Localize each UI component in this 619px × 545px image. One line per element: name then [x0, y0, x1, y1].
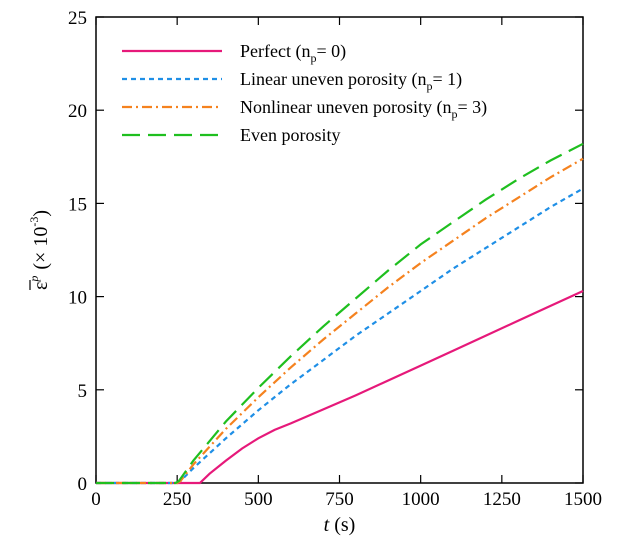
- y-tick-label: 0: [78, 474, 88, 495]
- legend-label-4: Even porosity: [240, 125, 341, 145]
- svg-text:εp(× 10-3): εp (× 10-3): [27, 210, 52, 290]
- y-tick-label: 25: [68, 8, 87, 29]
- x-tick-label: 1250: [483, 489, 521, 510]
- x-tick-label: 0: [91, 489, 101, 510]
- series-line-1: [96, 290, 584, 485]
- series-layer: [96, 142, 584, 485]
- y-axis-sup: p: [27, 276, 41, 283]
- y-axis-unit-exp: -3: [27, 217, 41, 227]
- x-axis-var: t: [324, 514, 330, 536]
- y-axis-label: εp (× 10-3): [27, 210, 52, 291]
- x-tick-label: 500: [244, 489, 273, 510]
- x-tick-label: 1500: [564, 489, 602, 510]
- x-tick-label: 750: [325, 489, 354, 510]
- x-axis-unit: (s): [329, 514, 355, 536]
- y-tick-label: 10: [68, 288, 87, 309]
- legend: Perfect (np= 0) Linear uneven porosity (n…: [122, 41, 487, 145]
- series-line-2: [96, 187, 584, 485]
- y-tick-label: 20: [68, 101, 87, 122]
- y-tick-label: 15: [68, 194, 87, 215]
- legend-label-1: Perfect (np= 0): [240, 41, 346, 65]
- x-axis-label: t (s): [324, 514, 356, 536]
- series-line-3: [96, 157, 584, 485]
- y-axis-unit-prefix: (× 10: [30, 227, 52, 270]
- legend-label-3: Nonlinear uneven porosity (np= 3): [240, 97, 487, 121]
- y-axis-var: ε: [30, 282, 52, 290]
- legend-label-2: Linear uneven porosity (np= 1): [240, 69, 462, 93]
- y-axis-unit-suffix: ): [30, 210, 52, 217]
- y-tick-label: 5: [78, 381, 88, 402]
- axes: 0 250 500 750 1000 1250 1500 0 5 10 15 20 25: [68, 8, 602, 510]
- x-tick-label: 1000: [402, 489, 440, 510]
- x-tick-label: 250: [163, 489, 192, 510]
- series-line-4: [96, 142, 584, 485]
